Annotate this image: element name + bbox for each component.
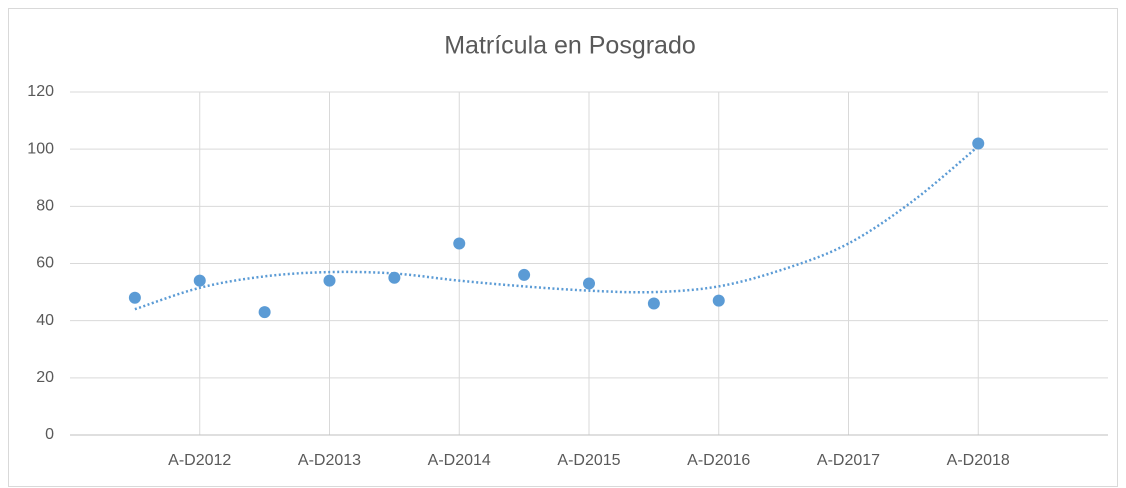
chart-border — [8, 8, 1118, 487]
point — [518, 268, 531, 281]
y-tick-label: 20 — [36, 369, 54, 386]
y-tick-label: 80 — [36, 198, 54, 215]
y-tick-label: 40 — [36, 312, 54, 329]
point — [712, 294, 725, 307]
x-tick-label: A-D2015 — [557, 452, 620, 469]
point — [128, 291, 141, 304]
point — [583, 277, 595, 290]
x-tick-label: A-D2017 — [817, 452, 880, 469]
y-tick-label: 60 — [36, 255, 54, 272]
x-tick-label: A-D2016 — [687, 452, 750, 469]
y-tick-label: 100 — [27, 140, 54, 157]
point — [258, 306, 271, 319]
point — [453, 237, 466, 250]
chart-title: Matrícula en Posgrado — [444, 32, 696, 60]
point — [972, 137, 985, 150]
y-tick-label: 0 — [45, 426, 54, 443]
trendline — [134, 145, 980, 311]
x-tick-label: A-D2013 — [298, 452, 361, 469]
point — [323, 274, 336, 287]
x-tick-label: A-D2014 — [428, 452, 491, 469]
point — [193, 274, 206, 287]
y-tick-label: 120 — [27, 83, 54, 100]
x-tick-label: A-D2012 — [168, 452, 231, 469]
point — [647, 297, 660, 310]
point — [388, 271, 401, 284]
x-tick-label: A-D2018 — [947, 452, 1010, 469]
